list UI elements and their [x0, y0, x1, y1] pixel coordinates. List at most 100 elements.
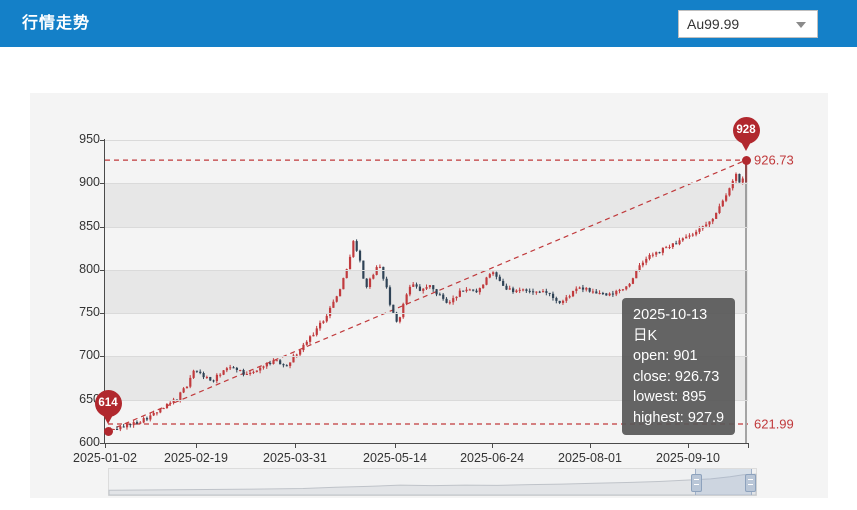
candle-body — [272, 360, 275, 364]
candle-body — [309, 336, 312, 342]
y-axis-label: 900 — [79, 175, 100, 190]
candle-body — [215, 374, 219, 382]
candle-body — [615, 290, 618, 295]
candle-body — [422, 288, 425, 291]
candle-body — [601, 293, 605, 295]
candle-body — [292, 355, 295, 363]
candle-body — [325, 315, 328, 322]
candle-body — [551, 293, 555, 298]
tooltip-highest: highest: 927.9 — [633, 409, 725, 426]
candle-body — [512, 288, 515, 293]
candle-body — [418, 286, 422, 291]
candle-body — [571, 290, 575, 297]
x-axis-label: 2025-01-02 — [73, 451, 137, 465]
candle-body — [458, 290, 461, 297]
candle-body — [681, 238, 684, 241]
candle-body — [412, 284, 415, 287]
low-ref-label: 621.99 — [754, 416, 794, 432]
slider-area-chart — [108, 473, 757, 496]
candle-body — [142, 418, 145, 423]
slider-left-handle[interactable] — [691, 474, 702, 492]
candle-body — [185, 386, 189, 389]
candle-body — [631, 278, 635, 284]
candle-body — [671, 243, 674, 248]
candle-body — [112, 428, 115, 430]
slider-right-handle[interactable] — [745, 474, 756, 492]
candle-body — [545, 291, 548, 293]
candle-body — [725, 195, 728, 201]
candle-body — [482, 284, 485, 289]
gridline — [105, 313, 748, 315]
tooltip-period: 日K — [633, 327, 658, 344]
candle-body — [465, 289, 468, 292]
candle-body — [638, 265, 641, 271]
candle-body — [655, 252, 658, 255]
candle-body — [611, 293, 615, 295]
start-price-pin[interactable]: 614 — [94, 390, 122, 424]
candle-body — [302, 344, 305, 351]
y-axis-label: 750 — [79, 305, 100, 320]
candle-body — [209, 376, 212, 381]
end-price-pin[interactable]: 928 — [732, 117, 760, 151]
tooltip-close: close: 926.73 — [633, 368, 720, 385]
candle-body — [532, 291, 535, 293]
candle-body — [352, 241, 355, 257]
data-zoom-slider[interactable] — [108, 468, 757, 496]
candle-body — [618, 289, 621, 291]
slider-selected-window[interactable] — [691, 469, 756, 495]
y-axis-tick — [100, 140, 104, 141]
candle-body — [199, 371, 202, 374]
candle-body — [355, 241, 358, 251]
candle-body — [435, 289, 438, 295]
candle-body — [508, 288, 511, 290]
x-axis-tick — [394, 444, 396, 448]
chart-card: 926.73 621.99 614 928 2025-10-13 日K open… — [30, 93, 828, 498]
gridline — [105, 183, 748, 185]
y-axis-label: 950 — [79, 132, 100, 146]
candle-body — [322, 321, 325, 323]
candle-body — [468, 289, 471, 291]
candle-body — [721, 200, 724, 207]
slider-area-path — [108, 473, 757, 496]
candle-body — [635, 270, 638, 279]
gridline — [105, 269, 748, 271]
y-axis-label: 800 — [79, 261, 100, 276]
candle-body — [698, 228, 701, 232]
candle-body — [695, 231, 698, 235]
y-axis-line — [104, 139, 105, 444]
candle-body — [555, 297, 558, 301]
candle-body — [149, 415, 152, 420]
candle-body — [362, 260, 365, 279]
candle-body — [348, 256, 352, 270]
candle-body — [312, 334, 315, 337]
candle-body — [505, 285, 508, 290]
candle-body — [232, 367, 235, 369]
candle-body — [338, 289, 342, 297]
candle-body — [342, 278, 345, 290]
y-axis-tick — [100, 443, 104, 444]
x-axis-tick — [748, 444, 749, 448]
candle-body — [365, 278, 368, 287]
candle-body — [525, 289, 528, 291]
candle-body — [205, 376, 209, 378]
candle-body — [445, 298, 448, 303]
x-axis-label: 2025-06-24 — [460, 451, 525, 465]
candle-body — [249, 372, 252, 374]
candle-body — [192, 370, 195, 378]
candle-body — [375, 267, 378, 275]
candle-body — [735, 173, 738, 181]
candle-body — [152, 412, 155, 416]
candle-body — [289, 362, 292, 366]
x-axis-tick — [688, 444, 689, 448]
candle-body — [472, 289, 475, 291]
start-price-dot — [103, 426, 113, 436]
x-axis-line — [104, 443, 749, 444]
candle-body — [202, 373, 205, 378]
candle-body — [685, 236, 688, 239]
candle-body — [648, 254, 651, 259]
candle-body — [455, 296, 458, 299]
symbol-select[interactable]: Au99.99 — [678, 10, 818, 38]
candle-body — [172, 399, 175, 403]
kline-plot[interactable]: 926.73 621.99 614 928 2025-10-13 日K open… — [73, 117, 794, 465]
